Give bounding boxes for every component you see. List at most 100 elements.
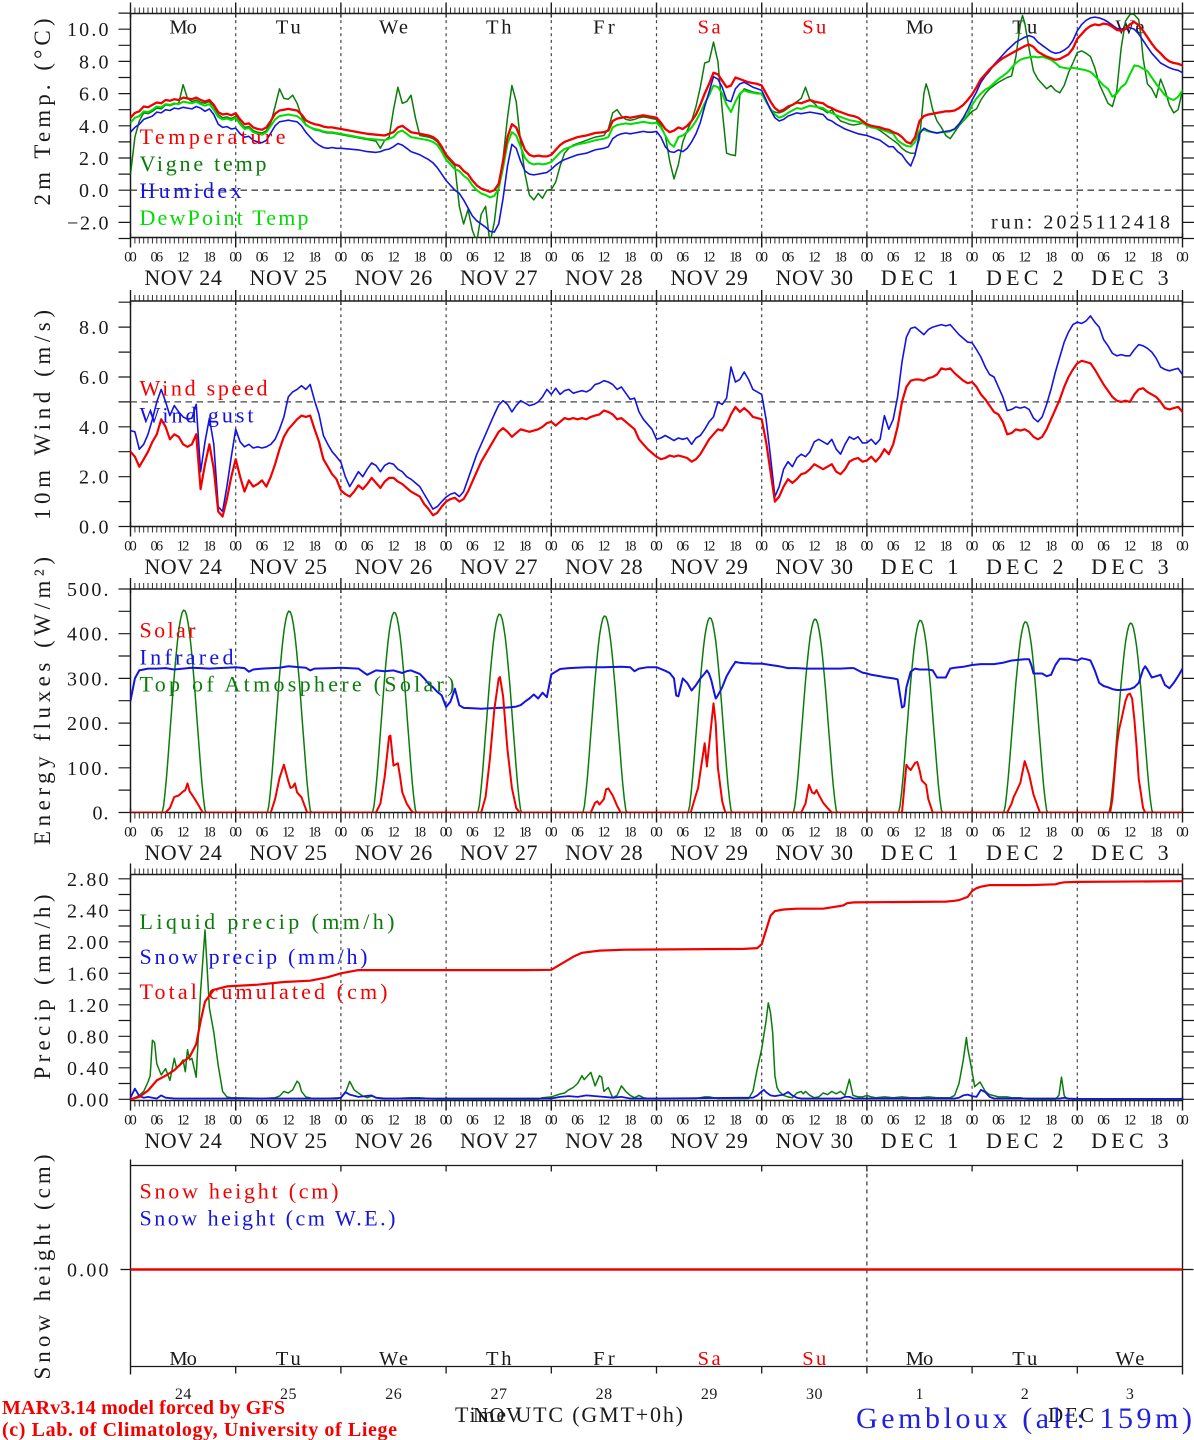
svg-text:06: 06 [571, 249, 584, 265]
svg-text:06: 06 [782, 1112, 795, 1128]
svg-text:12: 12 [387, 249, 400, 265]
svg-text:12: 12 [703, 538, 716, 554]
svg-text:18: 18 [203, 824, 216, 840]
svg-text:00: 00 [1071, 249, 1084, 265]
svg-text:18: 18 [1045, 824, 1058, 840]
svg-text:18: 18 [203, 1112, 216, 1128]
svg-text:06: 06 [466, 1112, 479, 1128]
svg-text:12: 12 [492, 1112, 505, 1128]
svg-text:12: 12 [703, 249, 716, 265]
svg-text:10.0: 10.0 [67, 19, 109, 41]
svg-text:30: 30 [806, 1386, 823, 1403]
svg-text:06: 06 [887, 249, 900, 265]
svg-text:00: 00 [229, 1112, 242, 1128]
svg-text:Solar: Solar [140, 618, 197, 643]
svg-text:00: 00 [124, 824, 137, 840]
svg-text:12: 12 [598, 538, 611, 554]
svg-text:06: 06 [571, 824, 584, 840]
svg-text:06: 06 [1097, 538, 1110, 554]
svg-text:NOV 24: NOV 24 [144, 1128, 222, 1153]
svg-text:18: 18 [940, 538, 953, 554]
svg-text:12: 12 [1018, 249, 1031, 265]
svg-text:00: 00 [545, 249, 558, 265]
svg-text:24: 24 [175, 1386, 192, 1403]
svg-text:DEC 2: DEC 2 [986, 840, 1064, 865]
svg-text:2.80: 2.80 [67, 869, 109, 891]
svg-text:18: 18 [308, 249, 321, 265]
svg-text:00: 00 [755, 538, 768, 554]
svg-text:DEC 1: DEC 1 [881, 265, 959, 290]
svg-text:12: 12 [598, 824, 611, 840]
svg-text:00: 00 [229, 538, 242, 554]
svg-text:18: 18 [940, 1112, 953, 1128]
svg-text:NOV 25: NOV 25 [250, 840, 328, 865]
svg-text:00: 00 [1176, 249, 1189, 265]
svg-text:06: 06 [571, 1112, 584, 1128]
svg-text:DEC 3: DEC 3 [1091, 265, 1169, 290]
svg-text:12: 12 [1124, 538, 1137, 554]
svg-text:NOV 29: NOV 29 [670, 554, 748, 579]
svg-text:12: 12 [1124, 249, 1137, 265]
svg-text:NOV 25: NOV 25 [250, 1128, 328, 1153]
svg-text:00: 00 [966, 538, 979, 554]
svg-text:00: 00 [124, 538, 137, 554]
svg-text:06: 06 [992, 824, 1005, 840]
svg-text:18: 18 [1150, 249, 1163, 265]
svg-text:NOV 27: NOV 27 [460, 840, 538, 865]
svg-text:12: 12 [387, 538, 400, 554]
svg-text:DEC 3: DEC 3 [1091, 840, 1169, 865]
svg-text:06: 06 [151, 824, 164, 840]
svg-text:NOV 30: NOV 30 [776, 840, 854, 865]
svg-text:18: 18 [729, 1112, 742, 1128]
svg-text:0.80: 0.80 [67, 1026, 109, 1048]
svg-text:18: 18 [308, 1112, 321, 1128]
svg-text:06: 06 [466, 538, 479, 554]
svg-text:8.0: 8.0 [79, 51, 109, 73]
svg-text:00: 00 [545, 824, 558, 840]
svg-text:00: 00 [650, 538, 663, 554]
svg-text:00: 00 [966, 824, 979, 840]
svg-text:12: 12 [1124, 1112, 1137, 1128]
svg-text:18: 18 [624, 824, 637, 840]
svg-text:Infrared: Infrared [140, 645, 234, 670]
svg-text:06: 06 [887, 1112, 900, 1128]
svg-text:12: 12 [598, 1112, 611, 1128]
svg-text:NOV 26: NOV 26 [355, 840, 433, 865]
svg-text:06: 06 [1097, 249, 1110, 265]
svg-text:06: 06 [466, 824, 479, 840]
svg-text:00: 00 [124, 1112, 137, 1128]
svg-text:25: 25 [280, 1386, 297, 1403]
svg-text:00: 00 [650, 824, 663, 840]
svg-text:06: 06 [361, 1112, 374, 1128]
svg-text:Total cumulated (cm): Total cumulated (cm) [140, 979, 388, 1004]
svg-text:0.: 0. [93, 803, 109, 825]
svg-text:12: 12 [1018, 1112, 1031, 1128]
svg-text:DEC 2: DEC 2 [986, 265, 1064, 290]
svg-text:06: 06 [887, 824, 900, 840]
svg-text:Liquid precip (mm/h): Liquid precip (mm/h) [140, 909, 395, 934]
svg-text:We: We [379, 1348, 408, 1370]
svg-text:00: 00 [650, 1112, 663, 1128]
svg-text:27: 27 [490, 1386, 507, 1403]
svg-text:18: 18 [834, 1112, 847, 1128]
svg-text:Vigne temp: Vigne temp [140, 151, 267, 176]
svg-text:DEC 2: DEC 2 [986, 1128, 1064, 1153]
svg-text:06: 06 [151, 249, 164, 265]
svg-text:00: 00 [440, 824, 453, 840]
svg-text:2.0: 2.0 [79, 467, 109, 489]
svg-text:00: 00 [335, 538, 348, 554]
svg-text:4.0: 4.0 [79, 116, 109, 138]
svg-text:00: 00 [1176, 824, 1189, 840]
svg-text:18: 18 [203, 538, 216, 554]
svg-text:Temperature: Temperature [140, 124, 286, 149]
svg-text:06: 06 [571, 538, 584, 554]
svg-text:NOV 29: NOV 29 [670, 265, 748, 290]
svg-text:Snow height (cm): Snow height (cm) [30, 1155, 55, 1380]
svg-text:18: 18 [729, 824, 742, 840]
svg-text:12: 12 [598, 249, 611, 265]
svg-text:18: 18 [624, 249, 637, 265]
svg-text:06: 06 [361, 824, 374, 840]
svg-text:12: 12 [177, 1112, 190, 1128]
svg-text:06: 06 [361, 538, 374, 554]
svg-text:NOV 25: NOV 25 [250, 554, 328, 579]
